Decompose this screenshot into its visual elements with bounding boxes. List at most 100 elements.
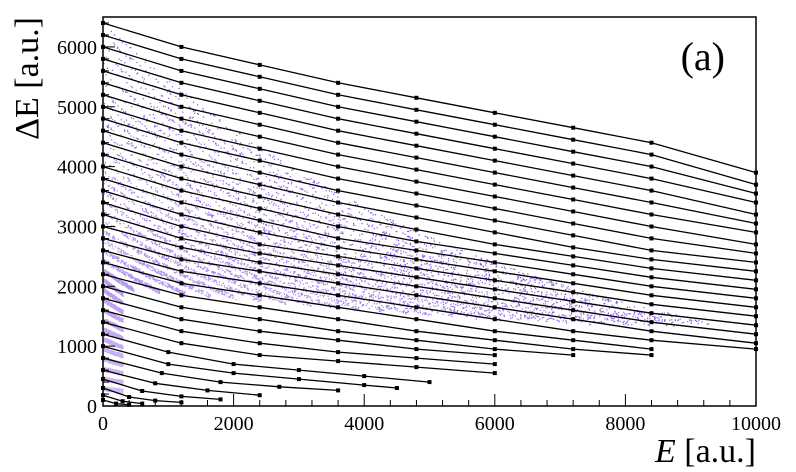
fit-marker	[179, 56, 184, 61]
fit-marker	[179, 341, 184, 346]
fit-line	[102, 261, 652, 350]
fit-marker	[414, 203, 419, 208]
fit-marker	[257, 230, 262, 235]
scatter-band	[103, 278, 124, 297]
fit-marker	[492, 134, 497, 139]
fit-marker	[414, 317, 419, 322]
fit-marker	[166, 362, 171, 367]
fit-marker	[414, 275, 419, 280]
fit-marker	[179, 188, 184, 193]
fit-marker	[179, 236, 184, 241]
x-tick-label: 4000	[344, 413, 384, 435]
fit-marker	[336, 388, 341, 393]
fit-marker	[492, 362, 497, 367]
fit-marker	[179, 68, 184, 73]
x-axis-ticks: 0 2000 4000 6000 8000 10000	[98, 394, 781, 435]
fit-marker	[414, 215, 419, 220]
fit-marker	[571, 137, 576, 142]
fit-marker	[257, 353, 262, 358]
fit-marker	[179, 140, 184, 145]
fit-marker	[336, 176, 341, 181]
fit-marker	[179, 104, 184, 109]
x-tick-label: 10000	[731, 413, 781, 435]
fit-marker	[153, 381, 158, 386]
fit-marker	[179, 293, 184, 298]
fit-marker	[336, 104, 341, 109]
fit-marker	[571, 233, 576, 238]
x-tick-label: 6000	[475, 413, 515, 435]
fit-marker	[179, 329, 184, 334]
fit-marker	[492, 287, 497, 292]
fit-marker	[394, 386, 399, 390]
scatter-band	[104, 102, 548, 323]
fit-marker	[571, 272, 576, 277]
fit-marker	[492, 122, 497, 127]
fit-marker	[179, 200, 184, 205]
fit-marker	[414, 119, 419, 124]
y-tick-label: 3000	[57, 216, 97, 238]
fit-marker	[414, 365, 419, 370]
fit-marker	[571, 329, 576, 334]
fit-marker	[492, 218, 497, 223]
fit-marker	[492, 182, 497, 187]
fit-marker	[257, 329, 262, 334]
fit-marker	[414, 131, 419, 136]
fit-marker	[649, 188, 654, 193]
fit-marker	[571, 149, 576, 154]
fit-marker	[492, 194, 497, 199]
fit-marker	[296, 368, 301, 373]
fit-marker	[571, 221, 576, 226]
fit-marker	[336, 188, 341, 193]
fit-marker	[336, 350, 341, 355]
fit-marker	[218, 380, 223, 385]
panel-label: (a)	[681, 34, 725, 79]
fit-marker	[336, 116, 341, 121]
y-tick-label: 0	[87, 396, 97, 418]
fit-marker	[414, 257, 419, 262]
scatter-band	[104, 231, 237, 301]
scatter-band	[103, 141, 454, 318]
scatter-band	[103, 386, 124, 394]
fit-marker	[571, 263, 576, 268]
fit-marker	[649, 248, 654, 253]
fit-marker	[257, 122, 262, 127]
x-tick-label: 2000	[214, 413, 254, 435]
fit-marker	[257, 305, 262, 310]
fit-marker	[492, 278, 497, 283]
fit-marker	[140, 401, 145, 406]
fit-marker	[296, 377, 301, 382]
fit-marker	[336, 200, 341, 205]
fit-marker	[257, 134, 262, 139]
fit-marker	[179, 212, 184, 217]
x-axis-unit: [a.u.]	[676, 433, 756, 470]
fit-marker	[336, 317, 341, 322]
fit-marker	[336, 254, 341, 259]
fit-marker	[336, 236, 341, 241]
fit-marker	[571, 290, 576, 295]
fit-line	[102, 345, 397, 389]
fit-marker	[649, 140, 654, 145]
fit-marker	[571, 338, 576, 343]
fit-marker	[257, 74, 262, 79]
fit-marker	[571, 209, 576, 214]
fit-marker	[179, 245, 184, 250]
fit-marker	[649, 257, 654, 262]
fit-marker	[179, 224, 184, 229]
fit-line	[102, 58, 757, 204]
fit-marker	[571, 317, 576, 322]
fit-marker	[649, 152, 654, 157]
fit-line	[102, 387, 182, 404]
fit-marker	[257, 281, 262, 286]
fit-marker	[649, 293, 654, 298]
y-tick-label: 1000	[57, 336, 97, 358]
scatter-band	[103, 288, 124, 306]
fit-marker	[257, 182, 262, 187]
fit-marker	[336, 164, 341, 169]
fit-marker	[114, 401, 119, 406]
fit-line	[102, 321, 495, 374]
fit-marker	[127, 395, 132, 399]
fit-marker	[336, 80, 341, 85]
fit-marker	[492, 146, 497, 151]
y-axis-unit: [a.u.]	[9, 17, 46, 97]
fit-marker	[179, 92, 184, 97]
